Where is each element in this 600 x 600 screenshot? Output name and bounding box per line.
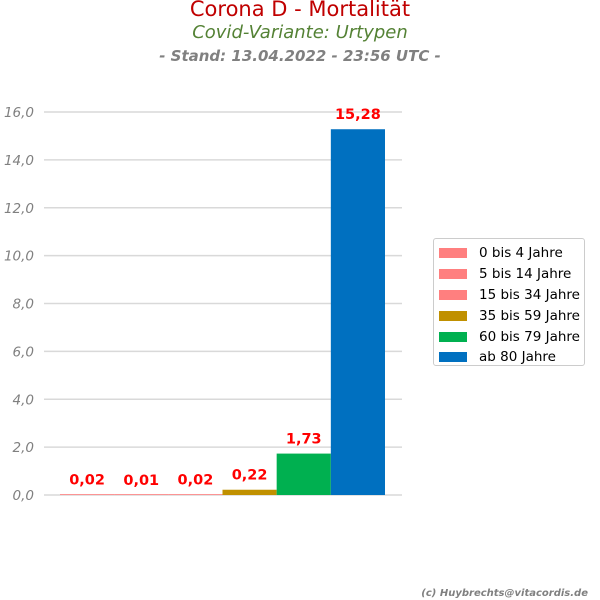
y-tick-label: 16,0 (4, 105, 34, 121)
data-label: 0,02 (178, 473, 214, 489)
bar (276, 453, 331, 495)
data-label: 1,73 (286, 432, 322, 448)
y-tick-label: 12,0 (4, 201, 34, 217)
legend: 0 bis 4 Jahre 5 bis 14 Jahre 15 bis 34 Jah… (433, 238, 585, 366)
chart-title: Corona D - Mortalität (189, 0, 411, 21)
chart-subtitle: Covid-Variante: Urtypen (192, 22, 408, 43)
y-axis-tick-labels: 0,0 2,0 4,0 6,0 8,0 10,0 12,0 14,0 16,0 (4, 105, 34, 504)
legend-swatch (439, 352, 467, 363)
legend-item: 0 bis 4 Jahre (439, 243, 584, 264)
legend-label: 35 bis 59 Jahre (479, 307, 580, 324)
legend-item: 15 bis 34 Jahre (439, 285, 584, 306)
bar (114, 494, 169, 495)
bar (330, 129, 385, 496)
legend-swatch (439, 289, 467, 300)
y-tick-label: 10,0 (4, 249, 34, 265)
legend-item: 5 bis 14 Jahre (439, 264, 584, 285)
y-tick-label: 4,0 (13, 392, 34, 408)
legend-swatch (439, 331, 467, 342)
data-label: 15,28 (335, 107, 381, 123)
copyright-footer: (c) Huybrechts@vitacordis.de (421, 588, 588, 599)
bars (60, 129, 385, 496)
bar (168, 494, 223, 495)
y-tick-label: 8,0 (13, 297, 34, 313)
bar (60, 494, 115, 495)
data-label: 0,02 (69, 473, 105, 489)
y-tick-label: 0,0 (13, 488, 34, 504)
legend-swatch (439, 269, 467, 280)
y-tick-label: 14,0 (4, 153, 34, 169)
legend-item: 60 bis 79 Jahre (439, 326, 584, 347)
bar (222, 489, 277, 495)
legend-item: ab 80 Jahre (439, 347, 584, 368)
data-label: 0,01 (123, 473, 159, 489)
legend-item: 35 bis 59 Jahre (439, 305, 584, 326)
legend-label: ab 80 Jahre (479, 349, 556, 366)
legend-swatch (439, 310, 467, 321)
chart-date-stamp: - Stand: 13.04.2022 - 23:56 UTC - (159, 47, 441, 65)
legend-label: 15 bis 34 Jahre (479, 286, 580, 303)
legend-label: 0 bis 4 Jahre (479, 245, 563, 262)
data-labels: 0,02 0,01 0,02 0,22 1,73 15,28 (69, 107, 381, 489)
y-tick-label: 2,0 (13, 440, 34, 456)
data-label: 0,22 (232, 468, 268, 484)
legend-label: 60 bis 79 Jahre (479, 328, 580, 345)
y-tick-label: 6,0 (13, 344, 34, 360)
legend-label: 5 bis 14 Jahre (479, 266, 572, 283)
legend-swatch (439, 248, 467, 259)
